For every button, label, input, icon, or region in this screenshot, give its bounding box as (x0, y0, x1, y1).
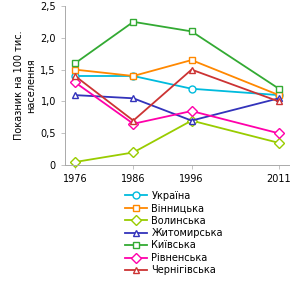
Україна (132, 74, 135, 78)
Вінницька (277, 93, 281, 97)
Житомирська (277, 96, 281, 100)
Волинська (190, 119, 193, 122)
Київська (73, 61, 77, 65)
Київська (277, 87, 281, 91)
Волинська (73, 160, 77, 164)
Чернігівська (190, 68, 193, 71)
Рівненська (73, 81, 77, 84)
Житомирська (190, 119, 193, 122)
Line: Волинська: Волинська (72, 117, 282, 165)
Line: Україна: Україна (72, 73, 282, 99)
Рівненська (132, 122, 135, 126)
Чернігівська (277, 100, 281, 103)
Чернігівська (73, 74, 77, 78)
Вінницька (132, 74, 135, 78)
Вінницька (190, 58, 193, 62)
Київська (190, 30, 193, 33)
Житомирська (132, 96, 135, 100)
Житомирська (73, 93, 77, 97)
Україна (73, 74, 77, 78)
Рівненська (190, 109, 193, 113)
Вінницька (73, 68, 77, 71)
Україна (277, 93, 281, 97)
Київська (132, 20, 135, 24)
Україна (190, 87, 193, 91)
Legend: Україна, Вінницька, Волинська, Житомирська, Київська, Рівненська, Чернігівська: Україна, Вінницька, Волинська, Житомирсь… (125, 191, 223, 275)
Line: Чернігівська: Чернігівська (72, 66, 282, 124)
Line: Київська: Київська (72, 18, 282, 92)
Line: Житомирська: Житомирська (72, 92, 282, 124)
Line: Рівненська: Рівненська (72, 79, 282, 137)
Y-axis label: Показник на 100 тис.
населення: Показник на 100 тис. населення (14, 31, 36, 140)
Чернігівська (132, 119, 135, 122)
Рівненська (277, 132, 281, 135)
Волинська (277, 141, 281, 145)
Волинська (132, 151, 135, 154)
Line: Вінницька: Вінницька (72, 57, 282, 99)
